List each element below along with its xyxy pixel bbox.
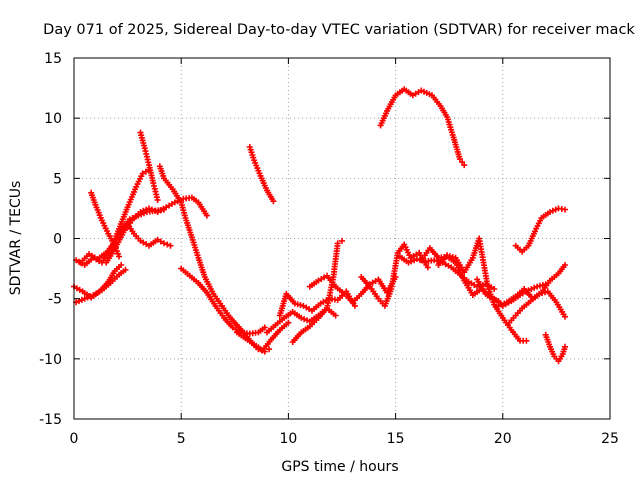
data-point xyxy=(167,242,174,249)
series-trace-12 xyxy=(233,319,292,354)
x-tick-label: 20 xyxy=(494,431,512,447)
y-tick-label: -10 xyxy=(39,352,62,368)
data-point xyxy=(461,162,468,169)
x-tick-label: 15 xyxy=(387,431,405,447)
tick-layer: 0 5 10 15 20 25 -15 -10 -5 0 5 10 15 xyxy=(39,51,619,447)
data-point xyxy=(203,212,210,219)
data-marker xyxy=(157,238,164,245)
series-trace-2 xyxy=(71,262,125,301)
data-point xyxy=(266,346,273,353)
series-trace-9 xyxy=(156,163,225,309)
data-point xyxy=(339,237,345,244)
data-point xyxy=(562,206,568,213)
y-tick-label: -15 xyxy=(39,412,62,428)
series-trace-19 xyxy=(377,86,468,169)
series-trace-16 xyxy=(289,237,345,345)
data-point xyxy=(116,253,122,260)
data-point xyxy=(351,302,358,309)
data-point xyxy=(523,337,530,344)
data-marker xyxy=(408,258,415,265)
data-point xyxy=(562,262,568,268)
series-trace-7 xyxy=(118,221,174,249)
series-trace-1 xyxy=(73,266,129,306)
y-tick-label: 0 xyxy=(53,232,62,248)
data-point xyxy=(139,170,146,177)
data-marker xyxy=(164,241,171,248)
data-point xyxy=(154,236,161,243)
data-point xyxy=(118,262,125,268)
series-trace-22 xyxy=(435,235,530,344)
data-marker xyxy=(142,168,149,175)
y-tick-label: 15 xyxy=(44,51,62,67)
series-trace-18 xyxy=(358,241,431,309)
data-layer xyxy=(71,86,568,365)
data-point xyxy=(270,198,277,205)
data-marker xyxy=(539,290,546,297)
chart-title: Day 071 of 2025, Sidereal Day-to-day VTE… xyxy=(43,22,635,38)
x-tick-label: 25 xyxy=(601,431,619,447)
series-trace-13 xyxy=(246,144,277,205)
series-trace-6 xyxy=(103,194,210,266)
data-point xyxy=(424,264,431,271)
x-tick-label: 0 xyxy=(70,431,79,447)
data-point xyxy=(261,324,268,331)
data-point xyxy=(495,302,502,309)
data-point xyxy=(534,283,541,290)
data-point xyxy=(285,319,292,326)
data-point xyxy=(491,286,498,292)
data-point xyxy=(332,312,339,319)
x-tick-label: 5 xyxy=(177,431,186,447)
data-point xyxy=(161,240,167,247)
series-trace-11 xyxy=(218,302,273,355)
series-trace-26 xyxy=(512,205,568,255)
series-trace-8 xyxy=(137,129,161,203)
data-point xyxy=(562,343,568,350)
data-point xyxy=(562,313,568,320)
series-trace-25 xyxy=(506,288,568,326)
x-tick-label: 10 xyxy=(279,431,297,447)
y-tick-label: -5 xyxy=(48,292,62,308)
y-tick-label: 5 xyxy=(53,171,62,187)
y-axis-label: SDTVAR / TECUs xyxy=(8,181,24,296)
data-marker xyxy=(446,253,453,260)
data-point xyxy=(154,197,161,203)
series-trace-10 xyxy=(178,265,268,337)
data-marker xyxy=(531,284,538,291)
y-tick-label: 10 xyxy=(44,111,62,127)
x-axis-label: GPS time / hours xyxy=(281,459,398,475)
data-point xyxy=(122,266,129,273)
series-trace-27 xyxy=(542,331,568,365)
data-marker xyxy=(301,316,308,323)
data-point xyxy=(334,240,341,247)
